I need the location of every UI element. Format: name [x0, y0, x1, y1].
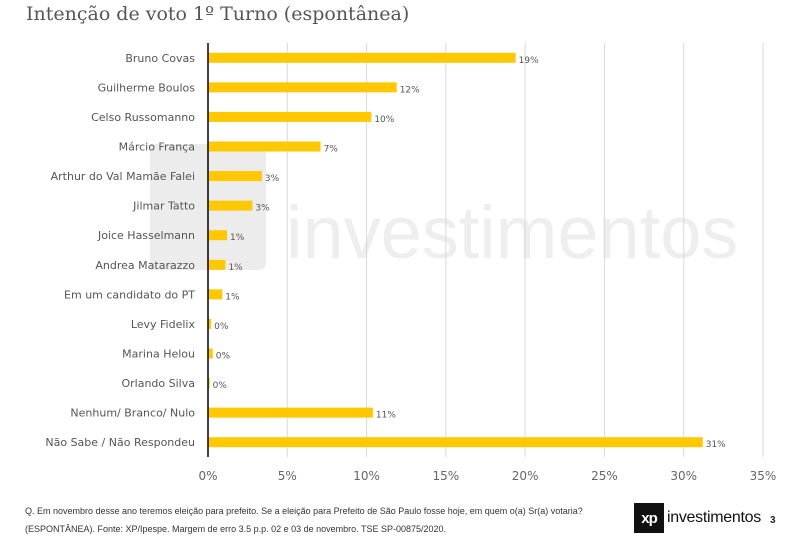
- category-label: Márcio França: [119, 141, 195, 154]
- gridlines: [286, 43, 764, 457]
- value-labels: 19% 12% 10% 7% 3% 3% 1% 1% 1% 0% 0% 0% 11% 31%: [213, 56, 727, 450]
- category-label: Nenhum/ Branco/ Nulo: [70, 407, 195, 420]
- data-label: 0%: [216, 352, 231, 362]
- x-tick-label: 10%: [353, 469, 380, 483]
- data-label: 1%: [230, 233, 245, 243]
- bar: [208, 111, 372, 122]
- bar: [208, 318, 212, 329]
- bars: [208, 52, 703, 448]
- category-label: Joice Hasselmann: [97, 229, 195, 242]
- category-label: Guilherme Boulos: [98, 81, 196, 94]
- data-label: 1%: [225, 292, 240, 302]
- category-labels: Bruno Covas Guilherme Boulos Celso Russoma…: [45, 52, 195, 449]
- data-label: 10%: [374, 115, 394, 125]
- data-label: 12%: [400, 85, 420, 95]
- bar: [208, 289, 223, 300]
- category-label: Não Sabe / Não Respondeu: [45, 436, 195, 449]
- bar: [208, 82, 397, 93]
- xp-badge: xp: [634, 503, 664, 533]
- bar: [208, 378, 210, 389]
- category-label: Marina Helou: [122, 348, 195, 361]
- x-tick-label: 30%: [670, 469, 697, 483]
- bar: [208, 52, 516, 63]
- data-label: 31%: [706, 440, 726, 450]
- x-tick-label: 0%: [198, 469, 217, 483]
- bar: [208, 200, 253, 211]
- category-label: Andrea Matarazzo: [95, 259, 195, 272]
- x-tick-labels: 0% 5% 10% 15% 20% 25% 30% 35%: [198, 469, 776, 483]
- category-label: Jilmar Tatto: [132, 200, 195, 213]
- x-tick-label: 20%: [512, 469, 539, 483]
- bar: [208, 141, 321, 152]
- data-label: 0%: [213, 381, 228, 391]
- category-label: Levy Fidelix: [131, 318, 196, 331]
- x-tick-label: 25%: [591, 469, 618, 483]
- data-label: 3%: [255, 204, 270, 214]
- bar-chart: Bruno Covas Guilherme Boulos Celso Russoma…: [45, 43, 776, 483]
- category-label: Celso Russomanno: [91, 111, 195, 124]
- x-tick-label: 15%: [433, 469, 460, 483]
- chart-title: Intenção de voto 1º Turno (espontânea): [26, 3, 410, 25]
- data-label: 11%: [376, 411, 396, 421]
- xp-wordmark: investimentos: [667, 509, 761, 526]
- category-label: Em um candidato do PT: [64, 288, 195, 301]
- data-label: 1%: [228, 263, 243, 273]
- bar: [208, 259, 226, 270]
- page-number: 3: [770, 515, 776, 526]
- category-label: Arthur do Val Mamãe Falei: [51, 170, 195, 183]
- bar: [208, 230, 228, 241]
- bar: [208, 348, 213, 359]
- bar: [208, 437, 703, 448]
- data-label: 7%: [324, 145, 339, 155]
- category-label: Orlando Silva: [121, 377, 195, 390]
- data-label: 0%: [214, 322, 229, 332]
- bar: [208, 171, 262, 182]
- category-label: Bruno Covas: [125, 52, 195, 65]
- x-tick-label: 5%: [278, 469, 297, 483]
- xp-brand-logo: xp investimentos: [634, 503, 761, 533]
- x-tick-label: 35%: [750, 469, 777, 483]
- data-label: 19%: [519, 56, 539, 66]
- bar: [208, 407, 373, 418]
- footnote: Q. Em novembro desse ano teremos eleição…: [25, 506, 583, 534]
- data-label: 3%: [265, 174, 280, 184]
